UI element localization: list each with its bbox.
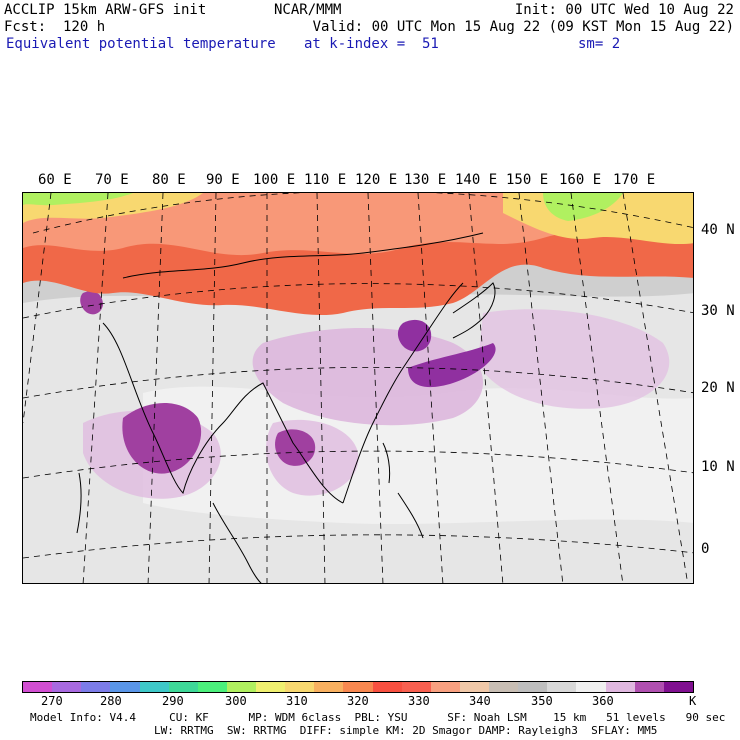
colorbar — [22, 681, 694, 693]
colorbar-label: 290 — [162, 694, 184, 708]
coastlines — [76, 232, 496, 583]
colorbar-label: 280 — [100, 694, 122, 708]
colorbar-label: 360 — [592, 694, 614, 708]
lon-label: 110 E — [304, 172, 347, 188]
colorbar-label: 320 — [347, 694, 369, 708]
colorbar-label: 350 — [531, 694, 553, 708]
lon-label: 120 E — [355, 172, 398, 188]
colorbar-label: 340 — [469, 694, 491, 708]
colorbar-swatch — [285, 682, 315, 692]
physics-info-line: LW: RRTMG SW: RRTMG DIFF: simple KM: 2D … — [154, 724, 658, 737]
colorbar-swatch — [401, 682, 431, 692]
colorbar-label: 270 — [41, 694, 63, 708]
colorbar-swatch — [314, 682, 344, 692]
lon-label: 160 E — [559, 172, 602, 188]
valid-time: Valid: 00 UTC Mon 15 Aug 22 (09 KST Mon … — [312, 19, 734, 35]
colorbar-swatch — [52, 682, 82, 692]
colorbar-label: 310 — [286, 694, 308, 708]
colorbar-swatch — [576, 682, 606, 692]
lat-label: 20 N — [701, 380, 735, 396]
model-info-line: Model Info: V4.4 CU: KF MP: WDM 6class P… — [30, 711, 726, 724]
model-title: ACCLIP 15km ARW-GFS init — [4, 2, 207, 18]
level-label: at k-index = 51 — [304, 36, 439, 52]
lon-label: 70 E — [95, 172, 129, 188]
map-canvas — [23, 193, 693, 583]
light-field — [143, 386, 693, 525]
colorbar-swatch — [372, 682, 402, 692]
lon-label: 140 E — [455, 172, 498, 188]
colorbar-swatch — [547, 682, 577, 692]
lon-label: 150 E — [506, 172, 549, 188]
dark-purple-himalaya — [80, 291, 103, 315]
colorbar-swatch — [197, 682, 227, 692]
lat-label: 40 N — [701, 222, 735, 238]
colorbar-swatch — [23, 682, 53, 692]
dark-purple-korea — [397, 319, 432, 352]
colorbar-label: 300 — [225, 694, 247, 708]
org-label: NCAR/MMM — [274, 2, 342, 18]
colorbar-unit: K — [689, 694, 697, 708]
colorbar-swatch — [605, 682, 635, 692]
colorbar-swatch — [663, 682, 693, 692]
colorbar-swatch — [518, 682, 548, 692]
dark-purple-indochina — [275, 429, 316, 466]
graticule — [23, 193, 693, 583]
init-time: Init: 00 UTC Wed 10 Aug 22 — [514, 2, 734, 18]
dark-purple-japan-band — [408, 343, 496, 388]
colorbar-swatch — [256, 682, 286, 692]
lat-label: 30 N — [701, 303, 735, 319]
colorbar-swatch — [634, 682, 664, 692]
smoothing-label: sm= 2 — [578, 36, 621, 52]
lon-label: 100 E — [253, 172, 296, 188]
colorbar-label: 330 — [408, 694, 430, 708]
dark-purple-bay-of-bengal — [122, 403, 202, 474]
colorbar-swatch — [226, 682, 256, 692]
lon-label: 130 E — [404, 172, 447, 188]
colorbar-swatch — [168, 682, 198, 692]
lat-label: 0 — [701, 541, 710, 557]
colorbar-swatch — [139, 682, 169, 692]
lon-label: 90 E — [206, 172, 240, 188]
colorbar-swatch — [459, 682, 489, 692]
colorbar-swatch — [110, 682, 140, 692]
lat-label: 10 N — [701, 459, 735, 475]
lon-label: 170 E — [613, 172, 656, 188]
colorbar-swatch — [430, 682, 460, 692]
colorbar-swatch — [489, 682, 519, 692]
forecast-hour: Fcst: 120 h — [4, 19, 106, 35]
colorbar-swatch — [343, 682, 373, 692]
purple-patch-south-china — [252, 328, 483, 426]
colorbar-swatch — [81, 682, 111, 692]
field-name: Equivalent potential temperature — [6, 36, 276, 52]
purple-patch-pacific — [478, 309, 670, 409]
lon-label: 80 E — [152, 172, 186, 188]
lon-label: 60 E — [38, 172, 72, 188]
theta-e-map — [22, 192, 694, 584]
